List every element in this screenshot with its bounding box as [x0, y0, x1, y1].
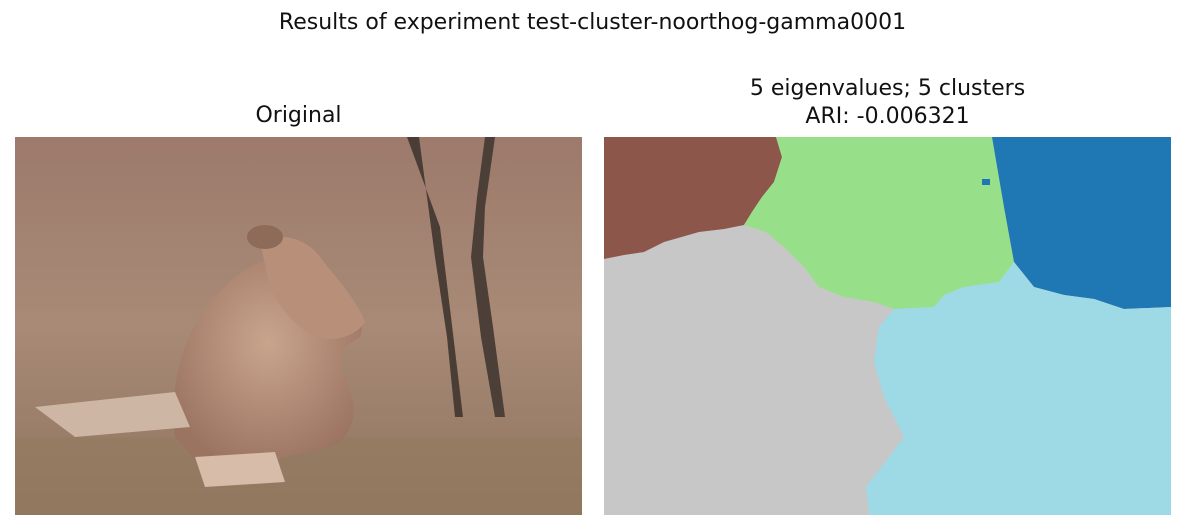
- cluster-region-brown: [604, 137, 782, 259]
- original-image: [15, 137, 582, 515]
- tree-trunk-right: [471, 137, 505, 417]
- lioness-ear: [247, 225, 283, 249]
- segmentation-panel-title: 5 eigenvalues; 5 clusters ARI: -0.006321: [604, 75, 1171, 131]
- cluster-region-cyan: [866, 262, 1171, 515]
- cluster-region-blue: [992, 137, 1171, 309]
- cluster-speck-blue: [982, 179, 990, 185]
- lioness-photo: [15, 137, 582, 515]
- original-panel-title: Original: [255, 103, 342, 128]
- cluster-region-green: [744, 137, 1014, 309]
- lioness-tail: [35, 392, 190, 437]
- tree-trunk-left: [407, 137, 463, 417]
- figure-title: Results of experiment test-cluster-noort…: [278, 10, 907, 35]
- segmentation-image: [604, 137, 1171, 515]
- segmentation-title-line1: 5 eigenvalues; 5 clusters: [749, 76, 1026, 101]
- lioness-paws: [195, 452, 285, 487]
- lioness-head: [260, 237, 365, 339]
- segmentation-title-line2: ARI: -0.006321: [805, 104, 970, 129]
- cluster-map: [604, 137, 1171, 515]
